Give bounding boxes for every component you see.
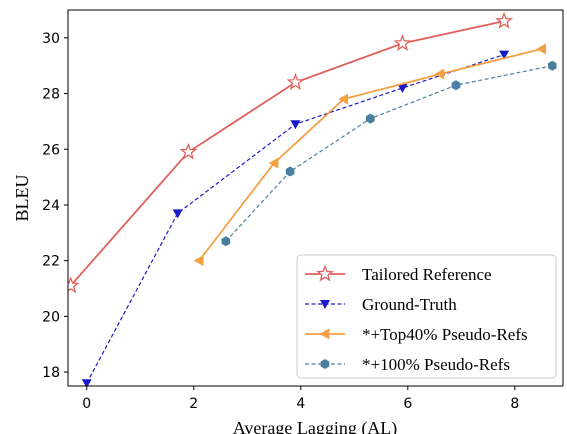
data-point-1-0: [81, 379, 92, 386]
data-point-1-4: [499, 50, 510, 60]
x-tick-label: 8: [510, 396, 519, 412]
x-tick-label: 4: [296, 396, 305, 412]
data-point-1-1: [172, 209, 183, 219]
y-tick-label: 20: [42, 309, 60, 325]
y-tick-label: 22: [42, 254, 60, 270]
data-point-1-2: [290, 120, 301, 130]
legend: Tailored Reference Ground-Truth *+Top40% P…: [296, 254, 557, 379]
x-tick-label: 6: [403, 396, 412, 412]
plot-frame: [67, 9, 564, 387]
data-point-2-2: [338, 93, 348, 105]
series-line-2: [198, 48, 542, 262]
data-point-2-0: [193, 255, 204, 267]
data-point-0-0: [68, 276, 80, 294]
x-tick-label: 2: [189, 396, 198, 412]
legend-marker: [320, 359, 330, 369]
legend-frame: [296, 254, 557, 379]
legend-label: *+100% Pseudo-Refs: [362, 355, 510, 374]
legend-label: Tailored Reference: [362, 265, 492, 284]
data-point-3-3: [451, 80, 461, 91]
series-line-0: [70, 20, 505, 287]
data-point-0-1: [179, 142, 198, 160]
y-tick-label: 26: [42, 142, 60, 158]
legend-marker: [320, 300, 330, 309]
legend-label: Ground-Truth: [362, 295, 457, 314]
data-point-2-3: [434, 68, 445, 80]
y-tick-label: 24: [42, 198, 60, 214]
data-point-3-4: [548, 60, 557, 71]
data-point-0-4: [495, 11, 514, 29]
y-tick-label: 28: [42, 87, 60, 103]
x-axis-title: Average Lagging (AL): [233, 418, 398, 434]
data-point-2-4: [536, 43, 546, 55]
data-point-3-1: [285, 166, 295, 177]
y-tick-label: 18: [42, 365, 60, 381]
data-point-0-2: [286, 73, 305, 90]
y-tick-label: 30: [42, 31, 60, 47]
data-point-0-3: [393, 34, 412, 51]
legend-marker: [319, 328, 330, 340]
y-axis-title: BLEU: [12, 175, 32, 222]
data-point-2-1: [268, 157, 279, 169]
x-tick-label: 0: [82, 396, 91, 412]
data-point-3-2: [366, 113, 375, 124]
series-layer: [68, 11, 557, 386]
legend-label: *+Top40% Pseudo-Refs: [362, 325, 528, 344]
data-point-3-0: [221, 236, 231, 247]
data-point-1-3: [397, 83, 408, 93]
legend-marker: [316, 264, 334, 282]
